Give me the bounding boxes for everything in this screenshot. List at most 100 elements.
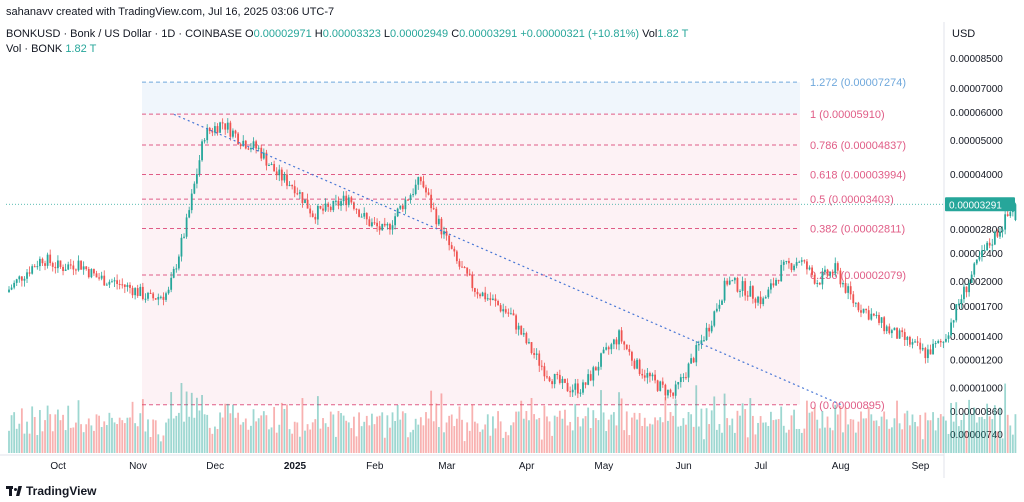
y-tick-label: 0.00007000 bbox=[950, 84, 1003, 95]
volume-bar bbox=[937, 417, 940, 453]
volume-bar bbox=[219, 412, 221, 453]
y-tick-label: 0.00002800 bbox=[950, 225, 1003, 236]
candle-body bbox=[829, 271, 832, 276]
volume-bar bbox=[322, 418, 324, 453]
candle-body bbox=[458, 261, 461, 267]
currency-label[interactable]: USD bbox=[952, 28, 976, 40]
volume-bar bbox=[26, 421, 28, 453]
candle-body bbox=[499, 305, 502, 312]
candle-body bbox=[631, 351, 633, 361]
volume-bar bbox=[350, 428, 353, 453]
candle-body bbox=[957, 303, 960, 305]
volume-bar bbox=[775, 419, 777, 453]
volume-bar bbox=[62, 414, 64, 453]
x-tick-label: Jun bbox=[676, 461, 692, 472]
candle-body bbox=[623, 341, 626, 345]
candle-body bbox=[126, 284, 129, 287]
volume-bar bbox=[705, 408, 708, 453]
volume-bar bbox=[314, 419, 317, 453]
candle-body bbox=[492, 298, 494, 301]
candle-body bbox=[584, 382, 587, 385]
candle-body bbox=[860, 310, 862, 313]
candle-body bbox=[1014, 204, 1017, 221]
volume-bar bbox=[175, 415, 178, 453]
candle-body bbox=[75, 269, 77, 271]
candle-body bbox=[471, 275, 474, 289]
volume-bar bbox=[1014, 414, 1017, 453]
volume-bar bbox=[90, 425, 93, 453]
volume-bar bbox=[497, 411, 499, 453]
volume-bar bbox=[945, 420, 947, 453]
volume-bar bbox=[600, 390, 602, 453]
candle-body bbox=[311, 213, 314, 217]
candle-body bbox=[983, 250, 986, 252]
volume-bar bbox=[723, 393, 726, 453]
volume-bar bbox=[571, 430, 574, 453]
candle-body bbox=[481, 292, 484, 297]
volume-bar bbox=[582, 418, 584, 453]
volume-bar bbox=[715, 429, 718, 453]
volume-bar bbox=[371, 413, 373, 453]
y-tick-label: 0.00001700 bbox=[950, 302, 1003, 313]
candle-body bbox=[589, 374, 592, 381]
volume-bar bbox=[947, 433, 950, 453]
volume-bar bbox=[854, 432, 857, 453]
volume-bar bbox=[661, 422, 664, 453]
volume-bar bbox=[13, 412, 16, 453]
candle-body bbox=[533, 353, 535, 355]
candle-body bbox=[489, 298, 492, 301]
volume-bar bbox=[785, 432, 788, 453]
candle-body bbox=[28, 272, 31, 274]
volume-bar bbox=[121, 420, 124, 453]
volume-label: Vol bbox=[642, 28, 658, 40]
candle-body bbox=[553, 374, 556, 385]
candle-body bbox=[844, 282, 847, 293]
candle-body bbox=[522, 333, 525, 335]
volume-bar bbox=[342, 415, 345, 453]
y-tick-label: 0.00000740 bbox=[950, 430, 1003, 441]
candle-body bbox=[172, 269, 175, 278]
candle-body bbox=[754, 298, 757, 303]
candle-body bbox=[278, 169, 281, 176]
volume-bar bbox=[306, 424, 309, 453]
volume-bar bbox=[988, 416, 991, 453]
candle-body bbox=[538, 353, 541, 366]
candle-body bbox=[98, 277, 100, 279]
volume-bar bbox=[221, 417, 224, 453]
volume-bar bbox=[733, 432, 736, 453]
candle-body bbox=[108, 281, 111, 285]
volume-bar bbox=[597, 420, 600, 453]
volume-bar bbox=[656, 420, 659, 453]
candle-body bbox=[793, 265, 795, 271]
volume-series-label[interactable]: Vol · BONK bbox=[6, 43, 63, 55]
candle-body bbox=[986, 242, 989, 251]
volume-bar bbox=[407, 437, 409, 453]
candle-body bbox=[304, 199, 306, 204]
volume-bar bbox=[1009, 425, 1012, 453]
candle-body bbox=[342, 195, 345, 202]
volume-bar bbox=[319, 428, 322, 453]
candle-body bbox=[674, 384, 677, 396]
candle-body bbox=[26, 272, 28, 279]
volume-bar bbox=[862, 418, 865, 453]
candle-body bbox=[450, 245, 453, 249]
volume-bar bbox=[425, 412, 427, 453]
symbol-title[interactable]: BONKUSD · Bonk / US Dollar · 1D · COINBA… bbox=[6, 28, 242, 40]
volume-bar bbox=[492, 416, 494, 453]
volume-bar bbox=[180, 383, 183, 453]
volume-bar bbox=[463, 441, 466, 453]
volume-bar bbox=[636, 419, 638, 453]
candle-body bbox=[934, 343, 937, 345]
candle-body bbox=[746, 295, 749, 297]
candle-body bbox=[582, 382, 584, 393]
candle-body bbox=[466, 267, 469, 274]
volume-bar bbox=[296, 422, 299, 453]
volume-bar bbox=[880, 416, 883, 453]
candle-body bbox=[422, 181, 425, 188]
volume-bar bbox=[605, 431, 608, 453]
candle-body bbox=[813, 274, 816, 284]
volume-bar bbox=[651, 424, 654, 453]
candle-body bbox=[159, 296, 162, 298]
volume-bar bbox=[170, 392, 173, 453]
